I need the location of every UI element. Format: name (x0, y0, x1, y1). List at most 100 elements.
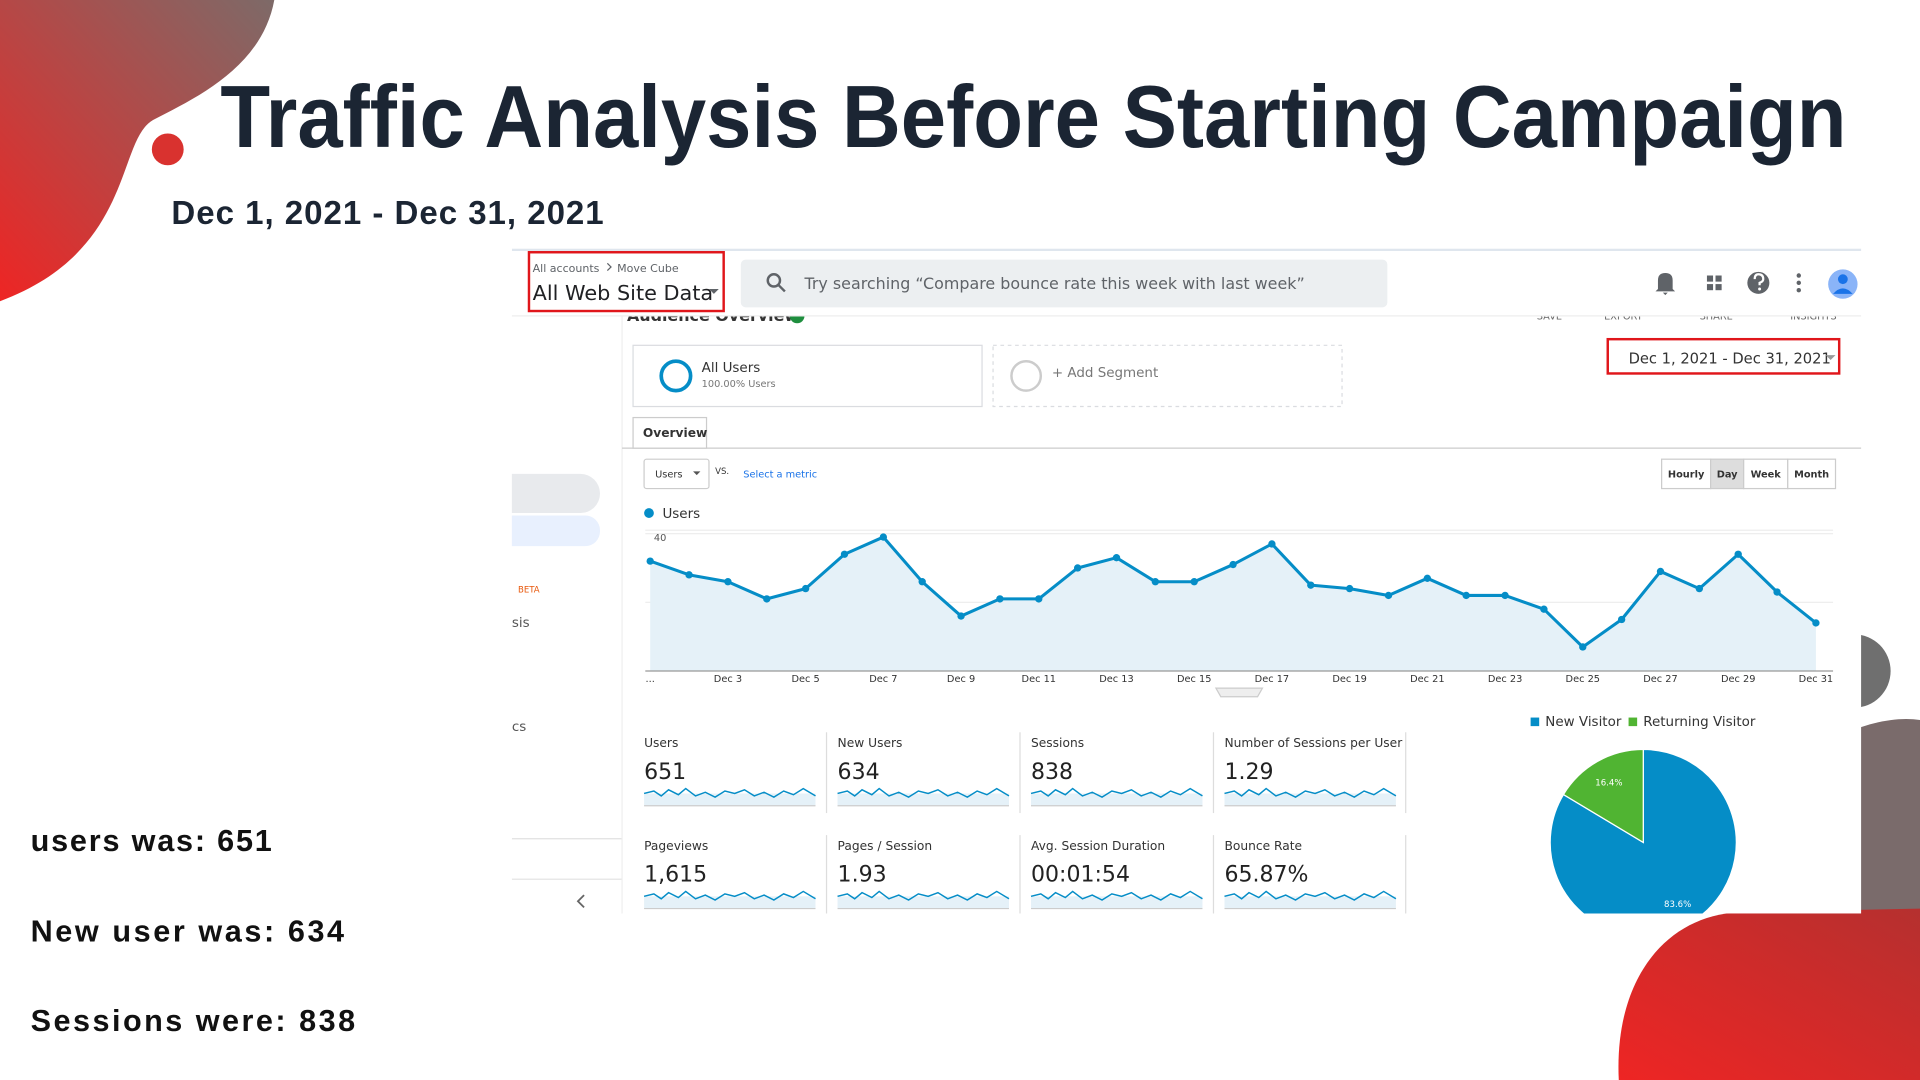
property-selector[interactable]: All Web Site Data (533, 281, 714, 305)
more-icon[interactable] (1796, 273, 1801, 293)
breadcrumb[interactable]: All accounts (533, 262, 600, 275)
beta-badge: BETA (518, 586, 540, 596)
granularity-button[interactable] (1710, 458, 1745, 490)
metric-label: Users (644, 736, 678, 750)
apps-icon-dot (1715, 275, 1722, 282)
metric-dropdown-label: Users (655, 470, 682, 481)
add-segment[interactable] (992, 344, 1343, 408)
apps-icon-dot (1706, 284, 1714, 291)
dropdown-arrow (1825, 355, 1836, 360)
highlight-box (527, 251, 725, 313)
segment-icon (659, 359, 693, 393)
point (1617, 615, 1626, 624)
segment-icon (1010, 360, 1043, 392)
more-icon-dot (1796, 288, 1801, 293)
chart-collapse[interactable] (1214, 687, 1264, 698)
granularity-label: Day (1717, 470, 1738, 481)
x-tick-label: Dec 23 (1488, 674, 1522, 685)
select-metric-link[interactable]: Select a metric (743, 470, 817, 481)
breadcrumb[interactable]: Move Cube (617, 262, 679, 275)
metric-label: Sessions (1031, 736, 1084, 750)
slide-title: Traffic Analysis Before Starting Campaig… (220, 67, 1846, 166)
avatar-glyph (1837, 274, 1848, 285)
sparkline-bg (1224, 896, 1396, 909)
metric-label: Pageviews (644, 839, 708, 853)
point (1345, 584, 1354, 593)
toolbar-button[interactable]: INSIGHTS (1790, 312, 1836, 323)
point (1151, 578, 1160, 586)
date-range-picker[interactable]: Dec 1, 2021 - Dec 31, 2021 (1629, 351, 1831, 368)
point (1540, 605, 1548, 613)
highlight-box (1606, 337, 1841, 375)
granularity-button[interactable] (1787, 458, 1837, 490)
search-placeholder: Try searching “Compare bounce rate this … (803, 274, 1304, 293)
legend-label: Users (662, 507, 700, 522)
metric-label: Bounce Rate (1224, 839, 1302, 853)
metric-value: 1.93 (838, 863, 887, 888)
vs-label: VS. (715, 467, 729, 477)
point (763, 595, 771, 603)
pie-label: 83.6% (1664, 900, 1691, 910)
x-tick-label: Dec 25 (1566, 674, 1600, 685)
granularity-button[interactable] (1661, 458, 1712, 490)
point (1035, 595, 1043, 603)
decor-shape (1842, 718, 1920, 919)
notifications-icon[interactable] (1655, 273, 1676, 296)
help-icon-glyph (1758, 287, 1762, 291)
avatar-glyph (1833, 288, 1853, 294)
metric-value: 65.87% (1224, 863, 1308, 888)
nav-label: sis (512, 616, 530, 631)
note: users was: 651 (31, 824, 272, 858)
segment-name: All Users (702, 361, 761, 376)
point (918, 578, 926, 586)
sparkline-bg (1031, 896, 1203, 909)
toolbar-button[interactable]: SAVE (1537, 312, 1562, 323)
tab-label: Overview (643, 426, 707, 440)
note: Sessions were: 838 (31, 1004, 355, 1038)
nav-label: cs (512, 720, 526, 735)
sparkline-bg (837, 793, 1009, 806)
breadcrumb-separator (606, 262, 612, 272)
search-box[interactable] (740, 259, 1388, 308)
point (724, 578, 732, 586)
point (1501, 591, 1509, 600)
sparkline-bg (837, 896, 1009, 909)
tab[interactable] (632, 416, 708, 449)
pie-slice (1562, 748, 1644, 844)
metric-value: 1,615 (644, 863, 707, 888)
analytics-screenshot: BETA sis cs Audience Overview SAVE EXPOR… (490, 248, 1862, 914)
nav-item[interactable] (490, 515, 600, 547)
apps-icon[interactable] (1706, 275, 1722, 291)
x-tick-label: Dec 17 (1255, 674, 1289, 685)
toolbar-button[interactable]: EXPORT (1604, 312, 1643, 323)
collapse-icon[interactable] (576, 894, 585, 908)
decor-dot (151, 133, 184, 166)
segment-card[interactable] (632, 344, 983, 408)
pie-chart: New Visitor Returning Visitor 83.6% 16.4% (1530, 715, 1756, 914)
legend-marker (644, 508, 654, 518)
sparkline-bg (644, 793, 816, 806)
help-icon-glyph (1753, 273, 1765, 286)
point (1695, 584, 1704, 593)
toolbar-button[interactable]: SHARE (1700, 312, 1733, 323)
sparkline-bg (644, 896, 816, 909)
x-tick-label: ... (646, 674, 655, 685)
metric-dropdown[interactable] (643, 458, 710, 490)
sparkline-bg (1031, 793, 1203, 806)
note: New user was: 634 (31, 915, 344, 949)
point (996, 595, 1004, 603)
point (957, 612, 965, 620)
x-tick-label: Dec 11 (1022, 674, 1056, 685)
point (840, 550, 849, 558)
point (801, 584, 810, 593)
x-tick-label: Dec 29 (1721, 674, 1755, 685)
apps-icon-dot (1715, 284, 1722, 291)
nav-item[interactable] (490, 473, 600, 514)
x-tick-label: Dec 31 (1799, 674, 1833, 685)
decor-blob (0, 0, 275, 302)
legend-marker (1628, 717, 1638, 727)
legend-label: Returning Visitor (1643, 715, 1756, 730)
